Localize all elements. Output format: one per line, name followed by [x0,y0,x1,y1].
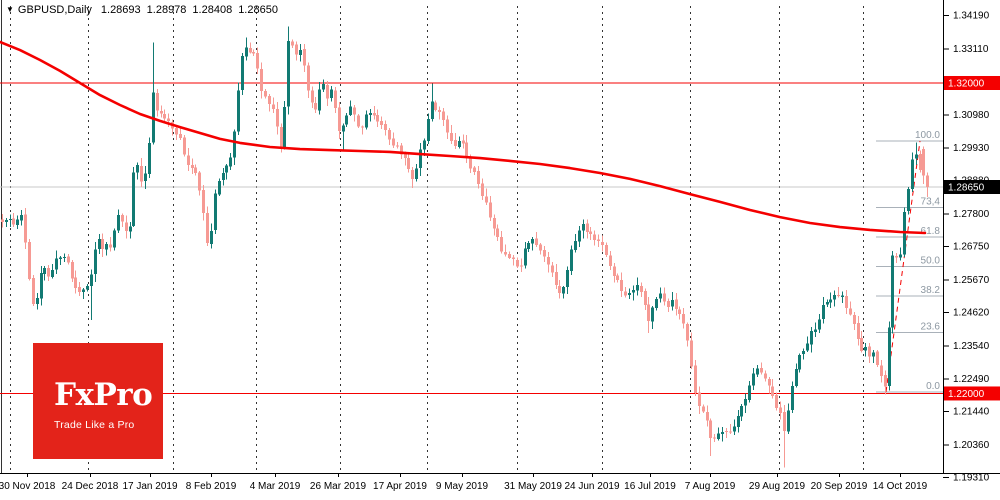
svg-text:1.26750: 1.26750 [953,241,990,252]
svg-text:24 Dec 2018: 24 Dec 2018 [62,481,119,492]
svg-text:26 Mar 2019: 26 Mar 2019 [310,481,367,492]
quote-high: 1.28978 [146,4,187,16]
svg-text:1.28650: 1.28650 [948,183,985,194]
svg-text:8 Feb 2019: 8 Feb 2019 [186,481,237,492]
svg-text:7 Aug 2019: 7 Aug 2019 [685,481,736,492]
symbol-name: GBPUSD,Daily [17,4,92,16]
svg-text:0.0: 0.0 [926,381,940,392]
svg-text:23.6: 23.6 [921,322,941,333]
svg-text:1.23540: 1.23540 [953,341,990,352]
svg-text:1.34190: 1.34190 [953,11,990,22]
svg-text:1.22490: 1.22490 [953,374,990,385]
svg-text:1.25670: 1.25670 [953,275,990,286]
svg-text:50.0: 50.0 [921,255,941,266]
svg-text:24 Jun 2019: 24 Jun 2019 [564,481,619,492]
quote-low: 1.28408 [192,4,233,16]
svg-text:1.30980: 1.30980 [953,110,990,121]
svg-text:30 Nov 2018: 30 Nov 2018 [0,481,56,492]
svg-text:4 Mar 2019: 4 Mar 2019 [250,481,301,492]
svg-text:31 May 2019: 31 May 2019 [504,481,562,492]
svg-text:9 May 2019: 9 May 2019 [436,481,489,492]
symbol-marker-icon: ▼ [6,5,14,14]
svg-text:14 Oct 2019: 14 Oct 2019 [873,481,928,492]
price-axis[interactable]: 1.341901.331101.309801.299301.288801.278… [943,0,1000,500]
fxpro-logo-wordmark: FxPro [54,377,153,413]
svg-text:1.20360: 1.20360 [953,440,990,451]
svg-text:1.32000: 1.32000 [948,78,985,89]
svg-text:1.27800: 1.27800 [953,209,990,220]
svg-text:16 Jul 2019: 16 Jul 2019 [624,481,676,492]
moving-average-line [0,40,927,235]
svg-text:73,4: 73,4 [921,197,941,208]
candles[interactable] [1,26,929,468]
svg-text:1.24620: 1.24620 [953,308,990,319]
fib-retracement: 100.0 73,4 61.8 50.0 38.2 23.6 0.0 [876,130,943,393]
svg-text:1.29930: 1.29930 [953,143,990,154]
fxpro-logo-tagline: Trade Like a Pro [54,419,135,431]
svg-text:29 Aug 2019: 29 Aug 2019 [749,481,806,492]
svg-text:1.33110: 1.33110 [953,44,989,55]
svg-text:17 Jan 2019: 17 Jan 2019 [122,481,177,492]
svg-text:1.21440: 1.21440 [953,406,990,417]
svg-text:20 Sep 2019: 20 Sep 2019 [811,481,868,492]
svg-text:1.22000: 1.22000 [948,389,985,400]
svg-text:17 Apr 2019: 17 Apr 2019 [373,481,427,492]
fxpro-logo: FxPro Trade Like a Pro [33,343,163,459]
time-axis[interactable]: 30 Nov 2018 24 Dec 2018 17 Jan 2019 8 Feb 2… [0,473,1000,492]
svg-text:100.0: 100.0 [915,130,940,141]
svg-text:61.8: 61.8 [921,226,941,237]
quote-close: 1.28650 [238,4,278,16]
symbol-info-bar: ▼ GBPUSD,Daily 1.28693 1.28978 1.28408 1.2865… [6,4,284,16]
svg-text:1.19310: 1.19310 [953,472,990,483]
quote-open: 1.28693 [100,4,141,16]
svg-text:38.2: 38.2 [921,285,941,296]
